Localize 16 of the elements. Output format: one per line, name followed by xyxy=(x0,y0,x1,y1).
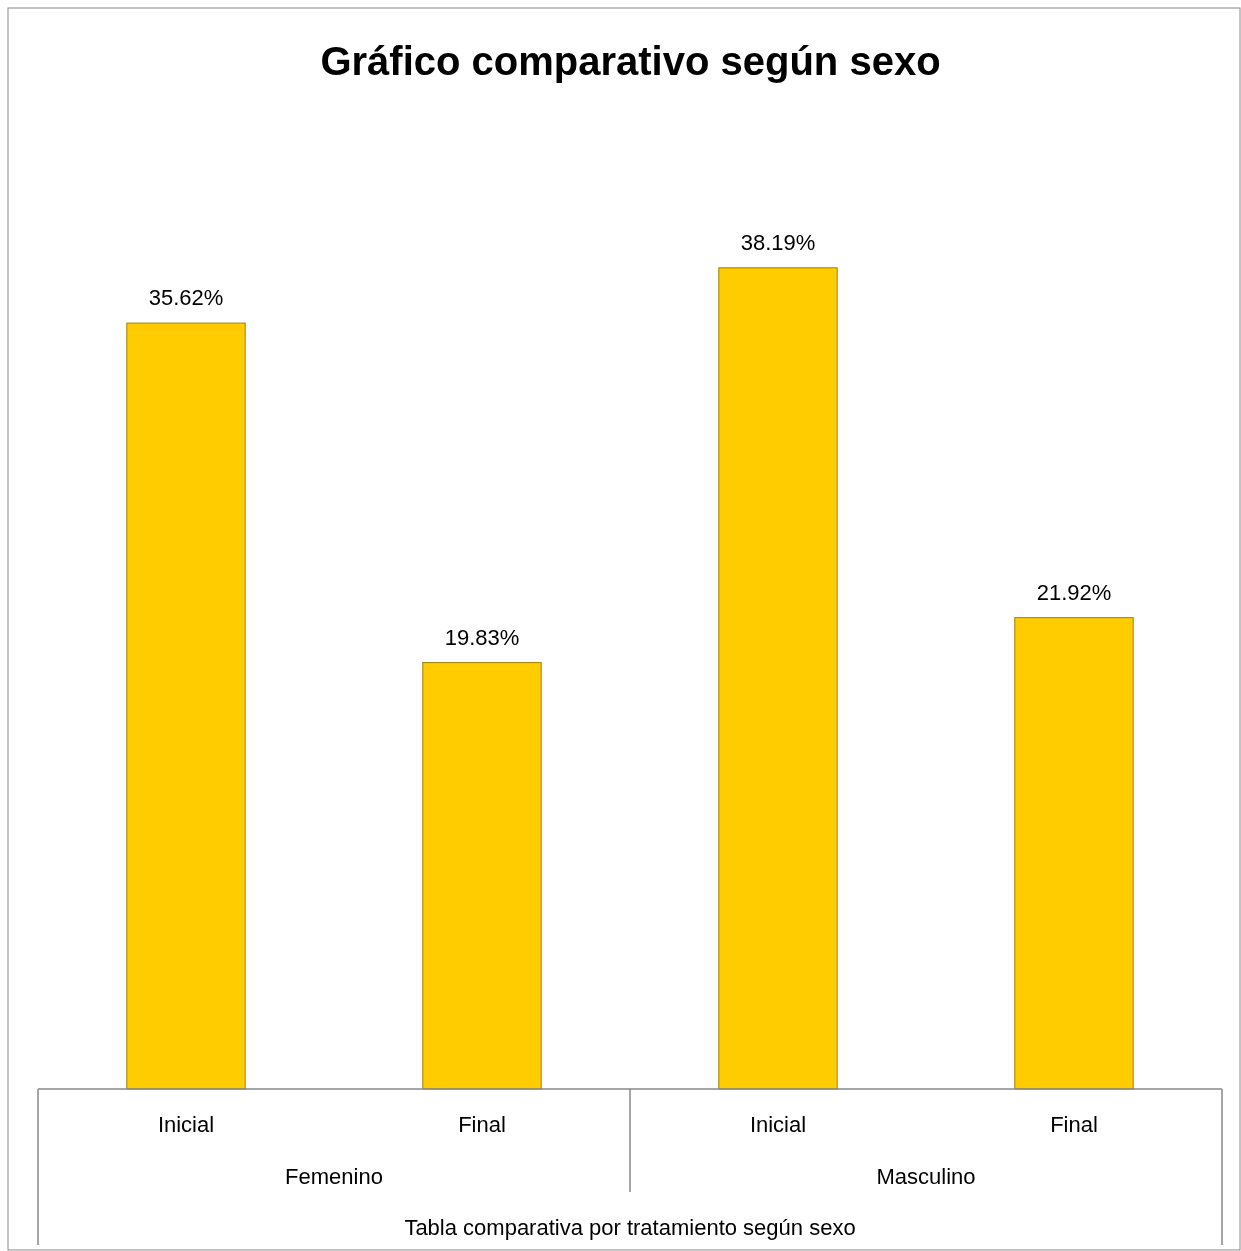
data-label: 35.62% xyxy=(148,285,224,311)
data-label: 21.92% xyxy=(1036,579,1112,605)
x-axis-title: Tabla comparativa por tratamiento según sexo xyxy=(404,1215,856,1240)
text: Femenino xyxy=(285,1164,383,1189)
x-tick-label: Inicial xyxy=(749,1112,807,1137)
text: Masculino xyxy=(876,1164,976,1189)
x-tick-label: Final xyxy=(458,1112,506,1137)
bar xyxy=(422,662,542,1090)
data-label: 19.83% xyxy=(444,624,520,650)
x-tick-label: Final xyxy=(1050,1112,1098,1137)
data-label: 38.19% xyxy=(740,229,816,255)
bar xyxy=(718,267,838,1090)
x-tick-label: Inicial xyxy=(157,1112,215,1137)
bar xyxy=(1014,617,1134,1090)
chart-title: Gráfico comparativo según sexo xyxy=(320,39,941,83)
bar xyxy=(126,322,246,1090)
